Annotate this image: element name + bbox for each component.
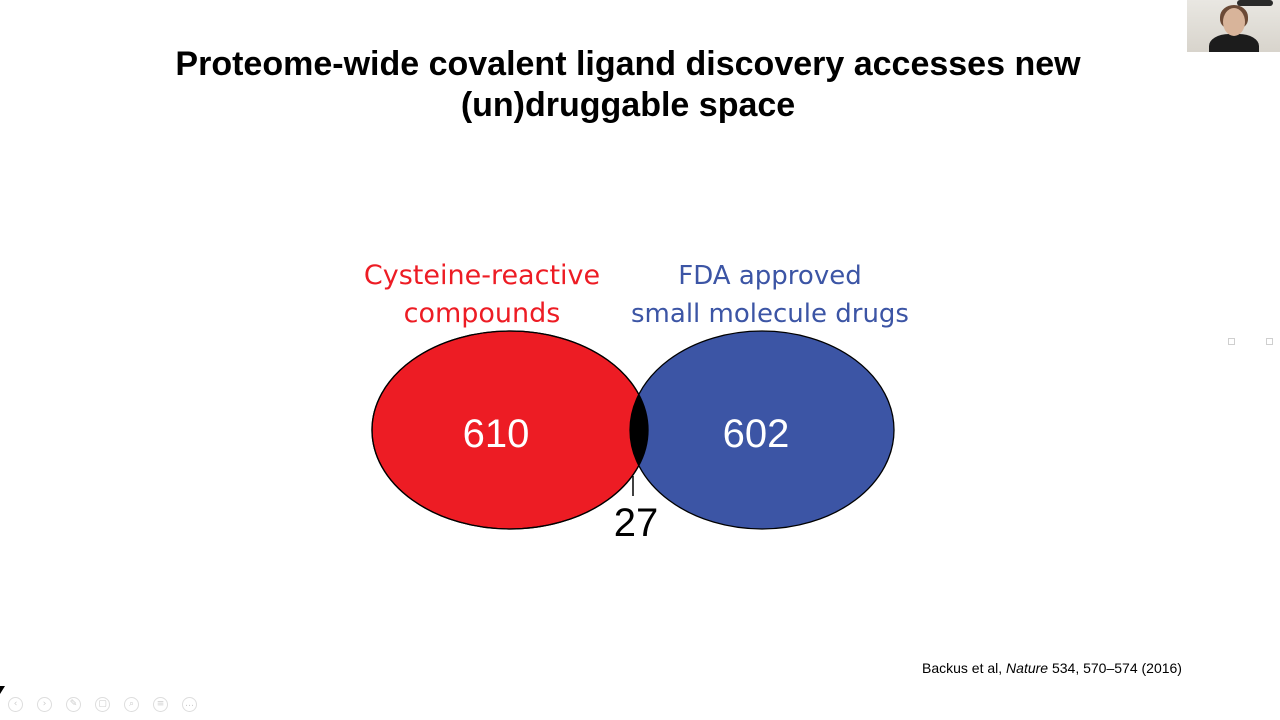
ceiling-fan (1237, 0, 1273, 6)
slide-title: Proteome-wide covalent ligand discovery … (0, 44, 1256, 126)
zoom-icon[interactable]: ⌕ (124, 697, 139, 712)
more-icon[interactable]: … (182, 697, 197, 712)
right-set-count: 602 (722, 412, 790, 456)
citation-details: 534, 570–574 (2016) (1048, 660, 1182, 676)
left-label-line-2: compounds (403, 298, 561, 329)
resize-handle-icon[interactable] (1228, 338, 1235, 345)
pen-icon[interactable]: ✎ (66, 697, 81, 712)
presenter-face (1223, 8, 1245, 36)
subtitles-icon[interactable]: ≡ (153, 697, 168, 712)
webcam-thumbnail[interactable] (1187, 0, 1280, 52)
maximize-icon[interactable] (1266, 338, 1273, 345)
mouse-cursor-icon (0, 686, 5, 694)
presenter-body (1209, 34, 1259, 52)
citation-authors: Backus et al, (922, 660, 1007, 676)
previous-icon[interactable]: ‹ (8, 697, 23, 712)
right-label-line-1: FDA approved (678, 261, 862, 291)
presentation-toolbar: ‹ › ✎ ▢ ⌕ ≡ … (8, 697, 197, 712)
left-set-outline (371, 330, 649, 530)
left-set-label: Cysteine-reactive compounds (340, 257, 624, 333)
citation: Backus et al, Nature 534, 570–574 (2016) (922, 660, 1182, 676)
title-line-2: (un)druggable space (460, 86, 796, 124)
left-set-count: 610 (462, 412, 530, 456)
title-line-1: Proteome-wide covalent ligand discovery … (175, 45, 1081, 83)
citation-journal: Nature (1006, 660, 1049, 676)
left-label-line-1: Cysteine-reactive (363, 260, 601, 291)
right-label-line-2: small molecule drugs (631, 299, 909, 329)
next-icon[interactable]: › (37, 697, 52, 712)
overlap-count: 27 (613, 501, 659, 545)
right-set-label: FDA approved small molecule drugs (610, 257, 930, 333)
slides-icon[interactable]: ▢ (95, 697, 110, 712)
